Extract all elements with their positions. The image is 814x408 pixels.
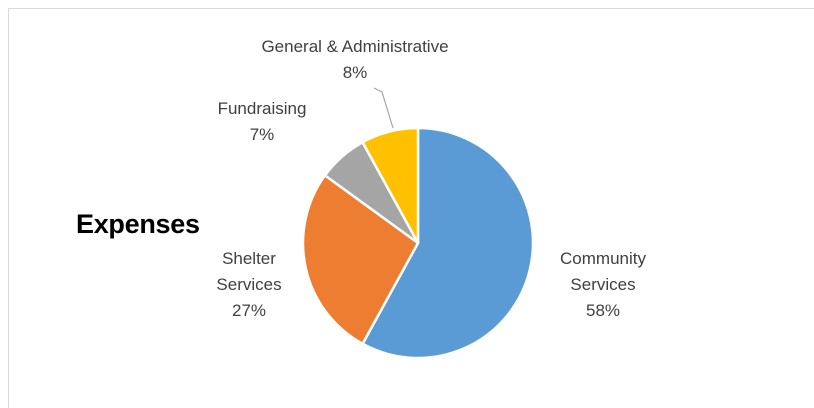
chart-title: Expenses [76,209,200,240]
data-label-fundraising: Fundraising 7% [207,96,317,148]
data-label-shelter-services: Shelter Services 27% [201,246,297,324]
pie-slices [303,128,533,358]
data-label-general-administrative: General & Administrative 8% [220,34,490,86]
leader-line-general-administrative [374,88,393,128]
data-label-community-services: Community Services 58% [543,246,663,324]
